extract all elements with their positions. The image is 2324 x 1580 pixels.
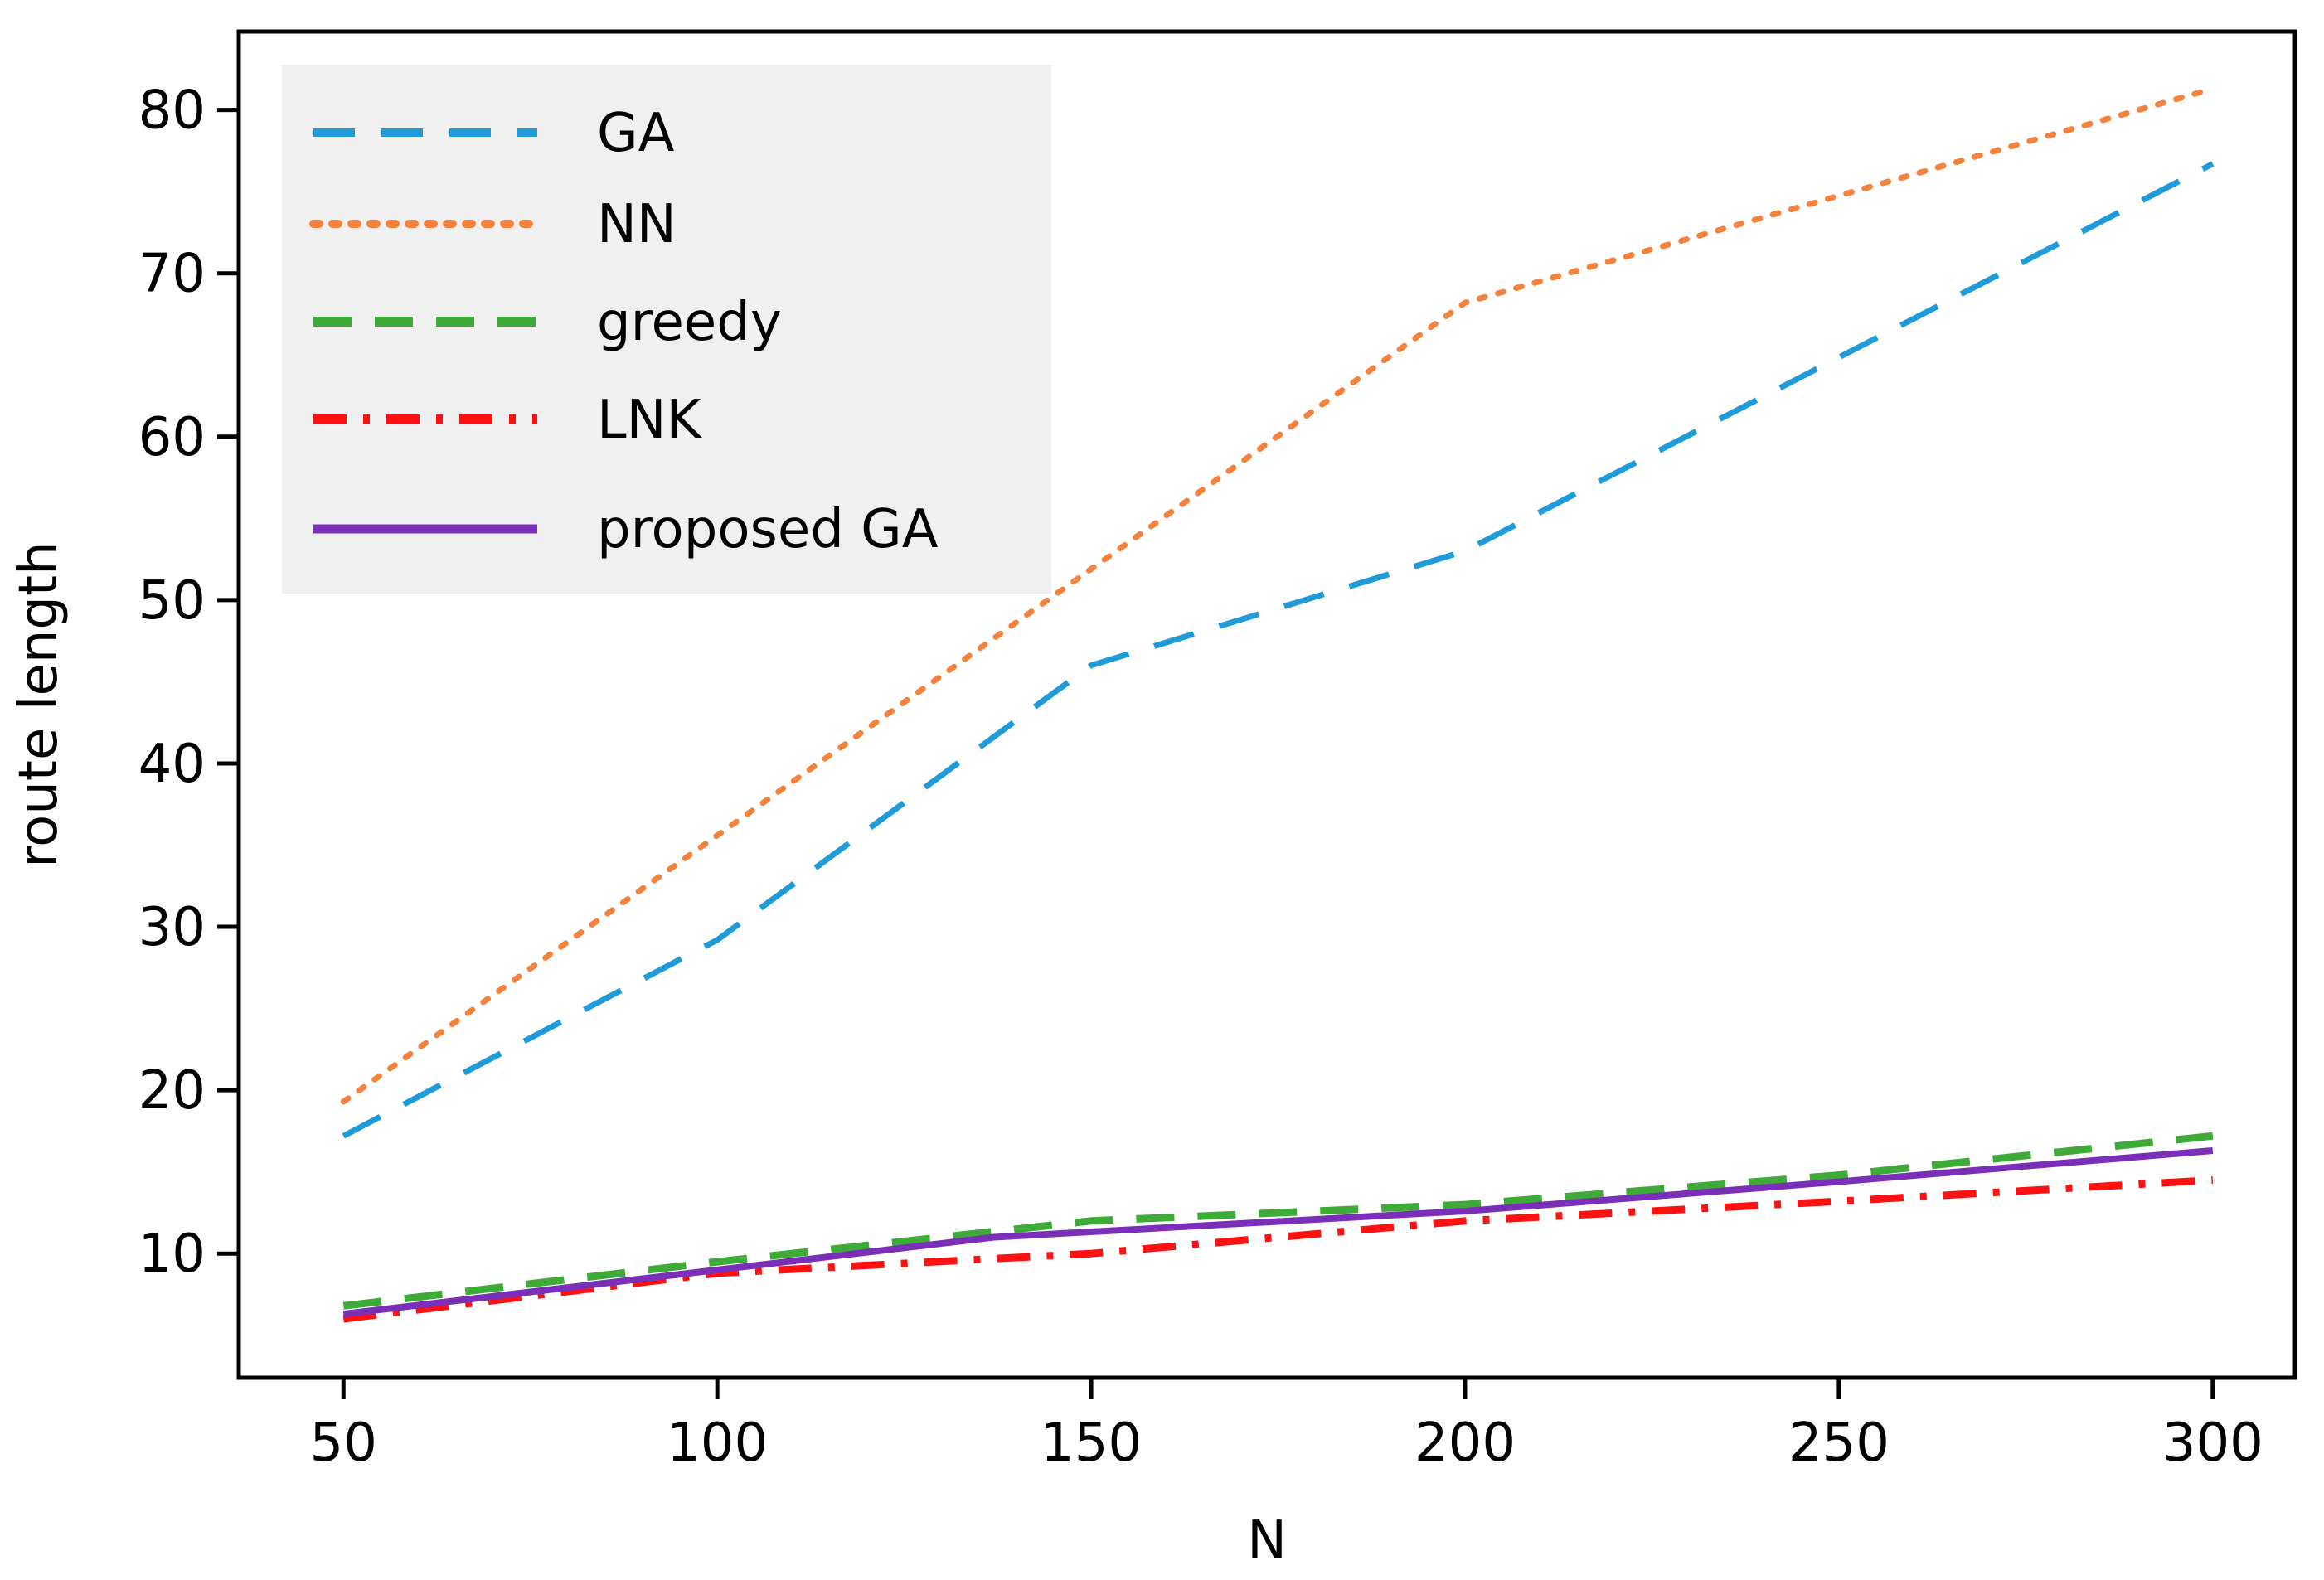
- y-tick-label: 40: [138, 734, 206, 795]
- legend-label: GA: [597, 103, 675, 164]
- x-tick-label: 100: [667, 1413, 768, 1474]
- y-tick-label: 20: [138, 1060, 206, 1122]
- series-line-lnk: [342, 1176, 2214, 1323]
- series-line-nn: [340, 85, 2216, 1105]
- y-tick-label: 10: [138, 1224, 206, 1285]
- series-layer: [340, 85, 2216, 1323]
- y-tick-label: 50: [138, 570, 206, 632]
- series-line-ga: [342, 161, 2215, 1139]
- series-line-proposed-ga: [342, 1147, 2214, 1318]
- legend-label: greedy: [597, 292, 782, 353]
- legend-label: NN: [597, 194, 677, 255]
- legend-box: [282, 65, 1051, 594]
- ticks-layer: 50 100 150 200 250 300 10 20 30 40 50 60 70 80: [138, 80, 2263, 1474]
- y-tick-label: 70: [138, 244, 206, 305]
- y-tick-label: 60: [138, 407, 206, 468]
- x-tick-label: 150: [1041, 1413, 1142, 1474]
- legend-label: LNK: [597, 390, 703, 451]
- x-tick-label: 200: [1414, 1413, 1516, 1474]
- series-line-greedy: [342, 1132, 2214, 1310]
- x-tick-label: 50: [310, 1413, 377, 1474]
- y-tick-label: 80: [138, 80, 206, 142]
- y-axis-label: route length: [8, 541, 70, 867]
- x-tick-label: 250: [1788, 1413, 1890, 1474]
- legend: GA NN greedy LNK proposed GA: [282, 65, 1051, 594]
- y-tick-label: 30: [138, 897, 206, 958]
- legend-label: proposed GA: [597, 499, 939, 560]
- x-axis-label: N: [1247, 1510, 1287, 1572]
- plot-frame: [236, 29, 2297, 1380]
- x-tick-label: 300: [2162, 1413, 2263, 1474]
